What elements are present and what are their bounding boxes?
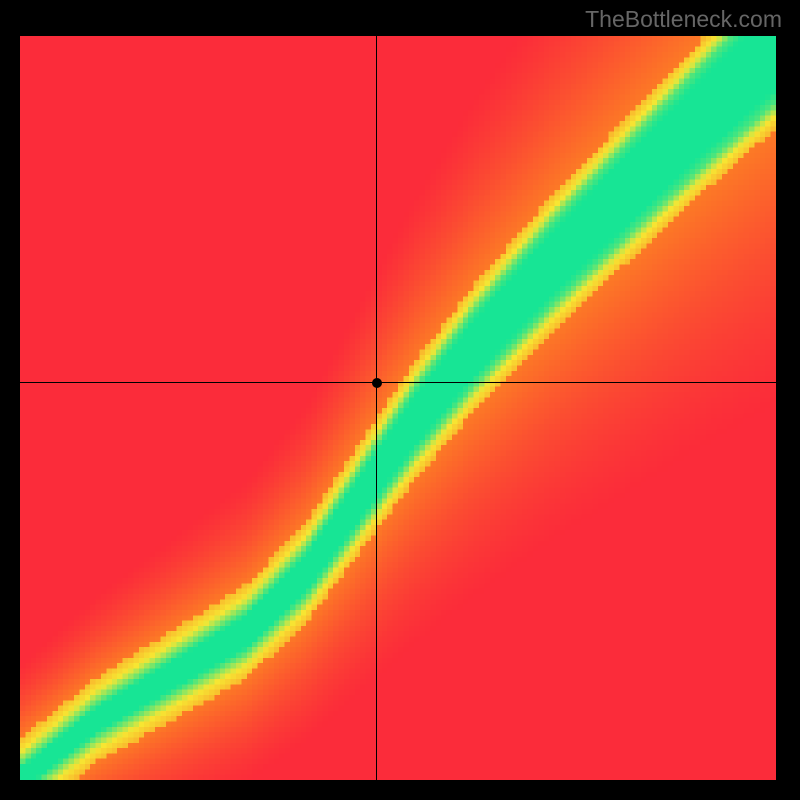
crosshair-vertical <box>376 36 377 780</box>
chart-container: TheBottleneck.com <box>0 0 800 800</box>
data-point-marker <box>372 378 382 388</box>
heatmap-canvas <box>20 36 776 780</box>
plot-area <box>20 36 776 780</box>
watermark-text: TheBottleneck.com <box>585 6 782 33</box>
crosshair-horizontal <box>20 382 776 383</box>
